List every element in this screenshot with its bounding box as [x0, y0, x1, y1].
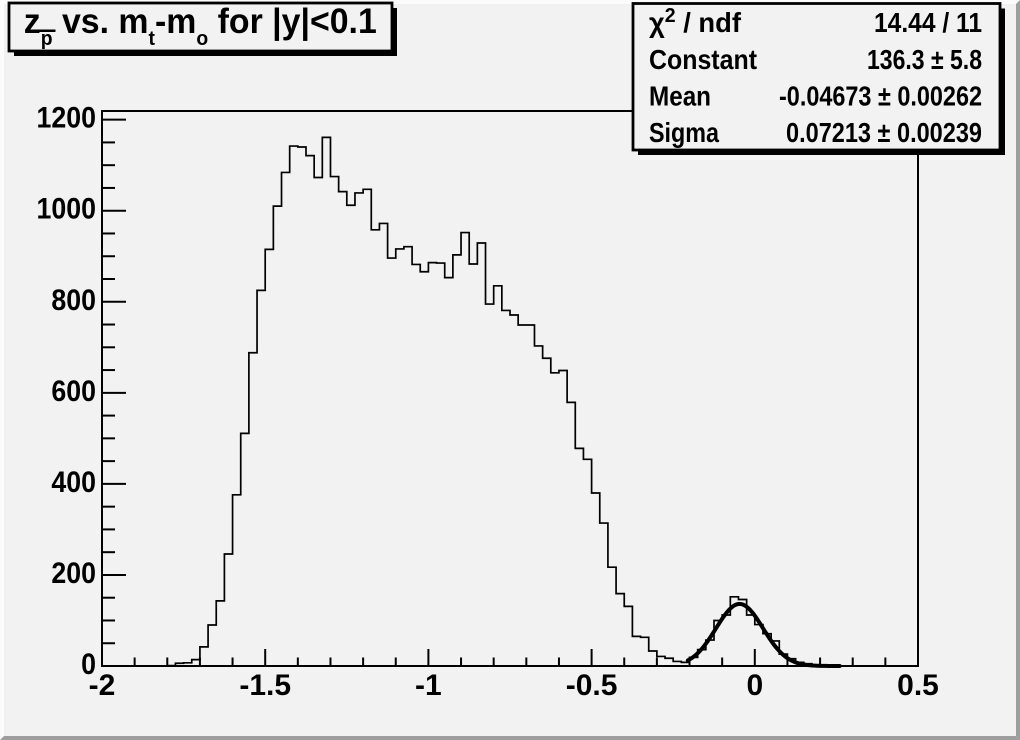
svg-text:200: 200 — [51, 557, 96, 590]
svg-text:400: 400 — [51, 466, 96, 499]
svg-text:0.07213 ± 0.00239: 0.07213 ± 0.00239 — [786, 117, 982, 148]
svg-text:1000: 1000 — [37, 193, 97, 226]
svg-text:χ2 / ndf: χ2 / ndf — [649, 5, 742, 38]
svg-text:-2: -2 — [89, 669, 116, 702]
svg-text:0: 0 — [81, 648, 96, 681]
svg-text:0: 0 — [746, 669, 763, 702]
svg-text:-1: -1 — [415, 669, 442, 702]
svg-text:-0.04673 ± 0.00262: -0.04673 ± 0.00262 — [779, 81, 982, 112]
svg-text:600: 600 — [51, 375, 96, 408]
svg-text:-0.5: -0.5 — [566, 669, 618, 702]
svg-text:zp vs. mt-mo for |y|<0.1: zp vs. mt-mo for |y|<0.1 — [24, 2, 377, 50]
svg-text:Sigma: Sigma — [649, 117, 719, 148]
svg-text:136.3 ± 5.8: 136.3 ± 5.8 — [867, 44, 982, 75]
svg-text:14.44 / 11: 14.44 / 11 — [874, 7, 982, 38]
svg-text:Constant: Constant — [649, 44, 757, 75]
svg-text:800: 800 — [51, 284, 96, 317]
svg-text:0.5: 0.5 — [897, 669, 939, 702]
svg-text:-1.5: -1.5 — [239, 669, 291, 702]
svg-text:1200: 1200 — [37, 102, 97, 135]
svg-text:Mean: Mean — [649, 81, 711, 112]
